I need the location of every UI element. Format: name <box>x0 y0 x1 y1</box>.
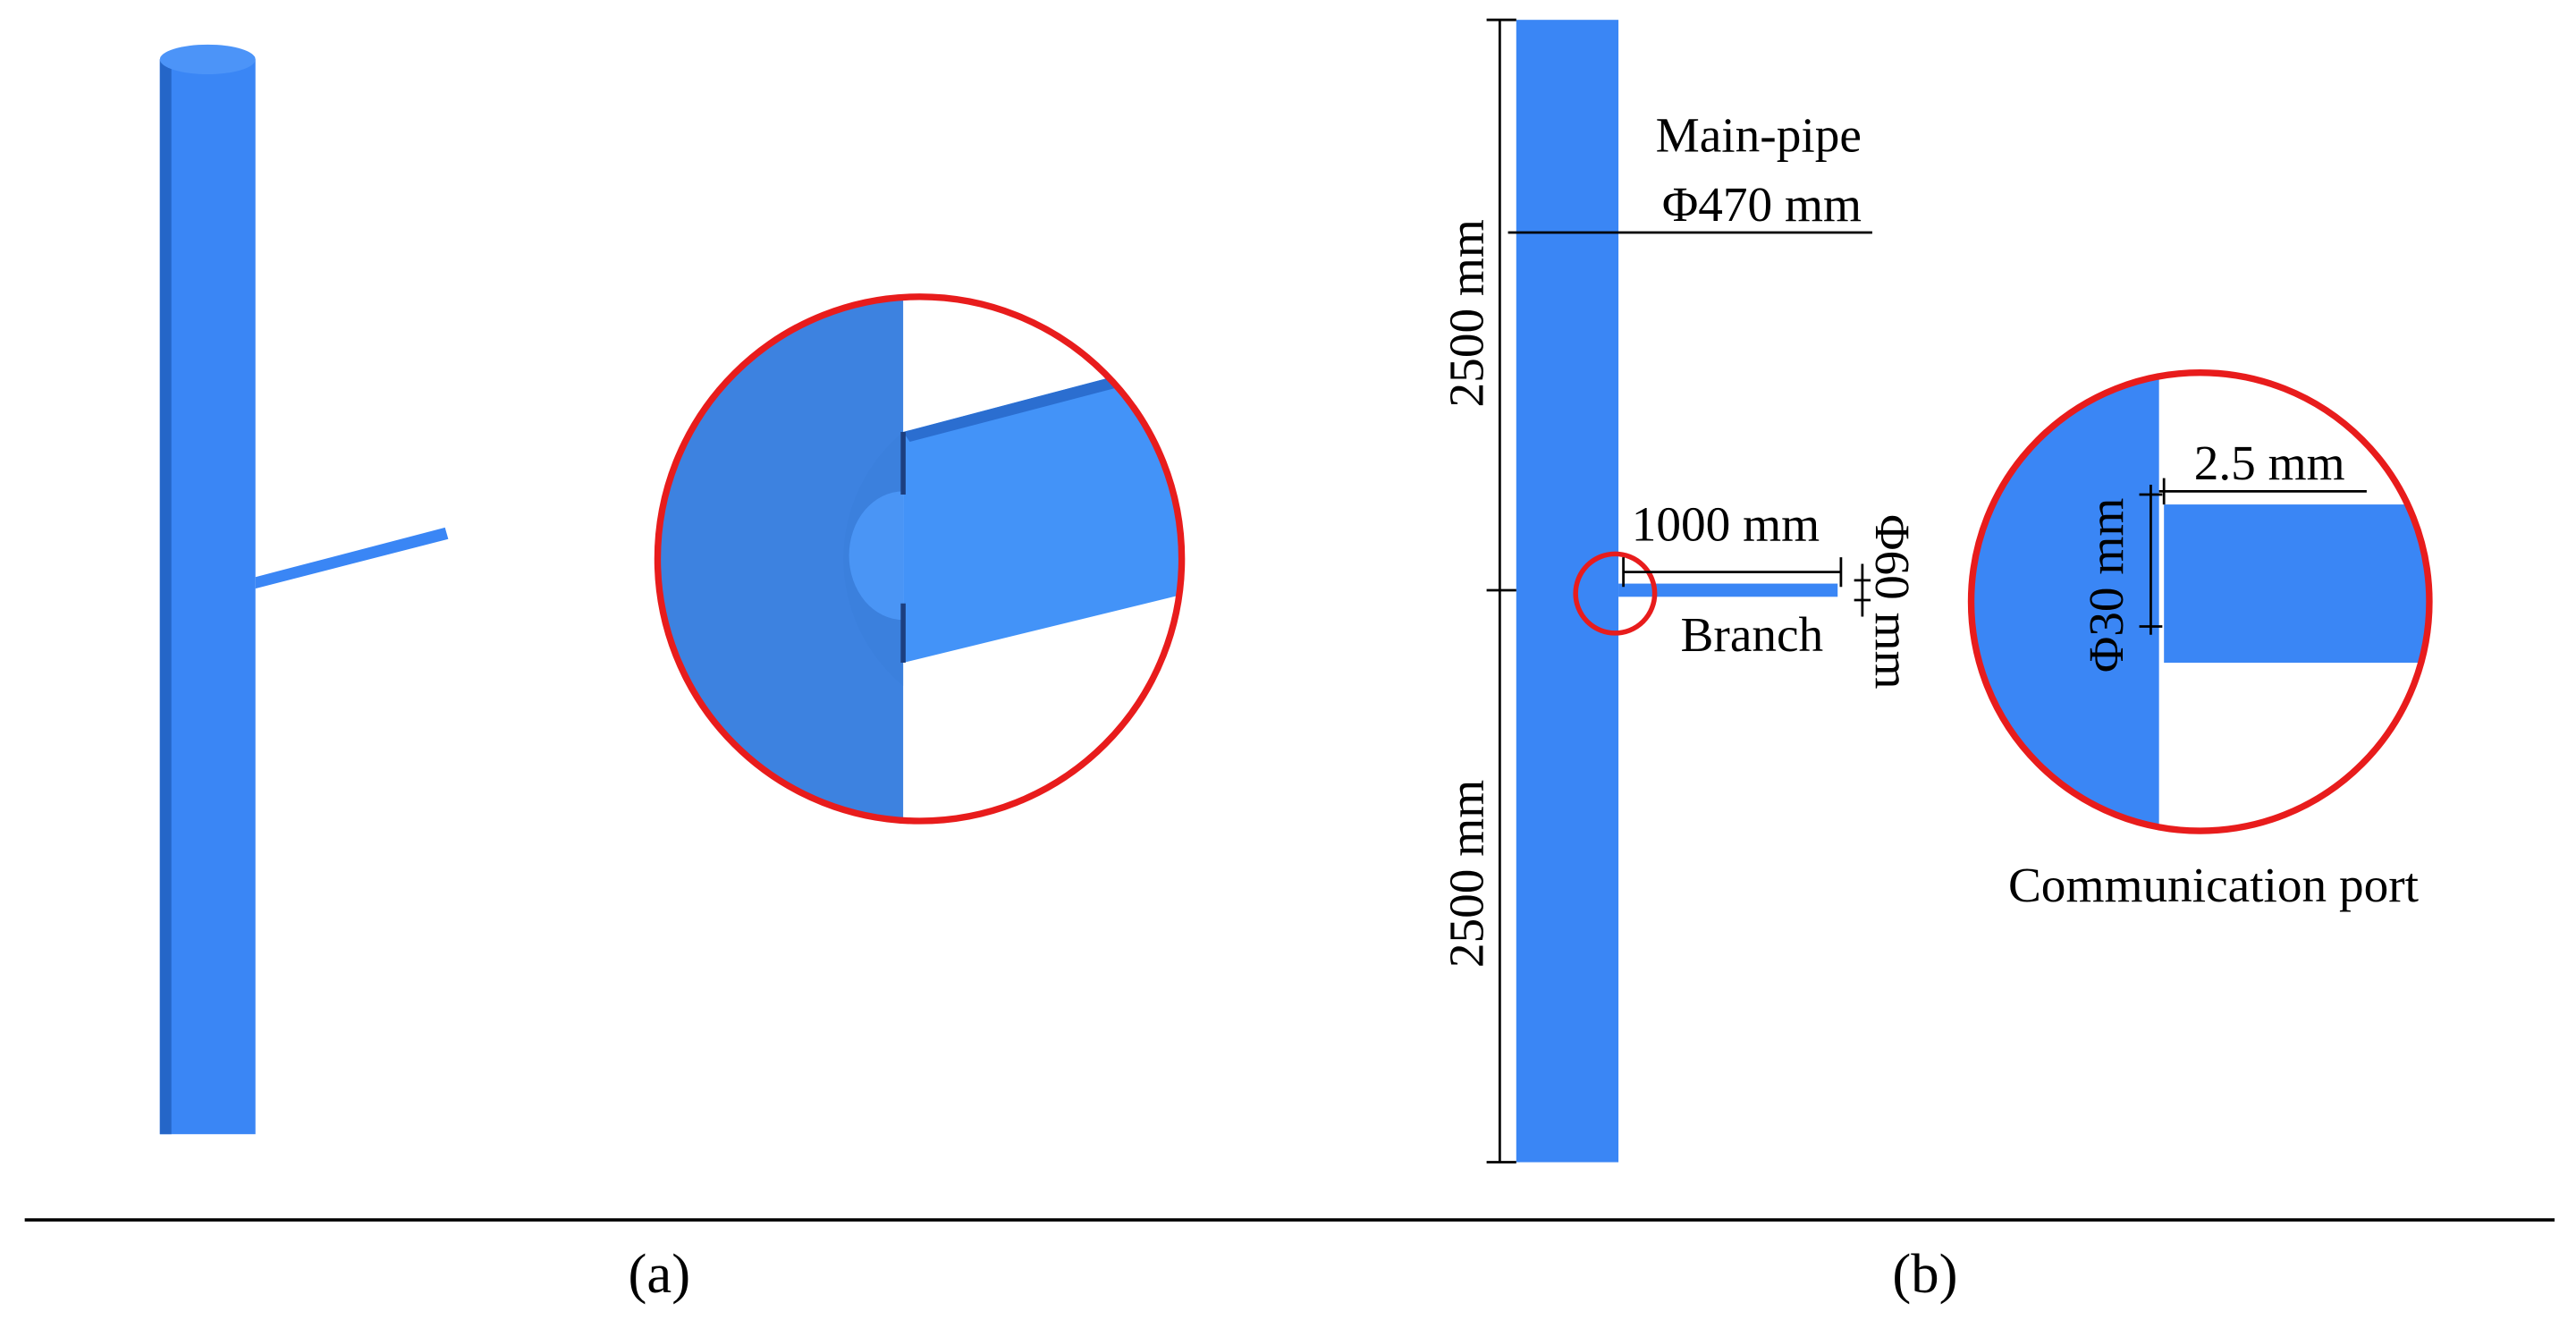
label: 1000 mm <box>1632 496 1820 551</box>
zoom-circle <box>654 293 1186 825</box>
dimension-lines <box>1486 18 1872 1164</box>
label: Branch <box>1681 607 1824 662</box>
label: 2.5 mm <box>2194 436 2345 490</box>
label: Φ30 mm <box>2079 498 2133 673</box>
label: Main-pipe <box>1656 107 1862 162</box>
port-marker <box>1573 551 1658 636</box>
main-pipe-3d <box>159 59 256 1135</box>
label: 2500 mm <box>1440 780 1494 968</box>
label: 2500 mm <box>1440 219 1494 407</box>
port-dimension-lines <box>2139 478 2367 635</box>
pipe-top <box>159 44 256 75</box>
label: Φ60 mm <box>1865 514 1920 690</box>
panel-b: Main-pipe Φ470 mm 2500 mm 2500 mm 1000 m… <box>1440 18 2433 1164</box>
label: Communication port <box>2008 858 2420 912</box>
label: Φ470 mm <box>1662 177 1862 232</box>
zoom-b <box>1972 374 2428 830</box>
caption: (a) <box>629 1242 691 1305</box>
branch-3d <box>255 527 449 589</box>
zoom-circle <box>1967 368 2433 834</box>
caption: (b) <box>1892 1242 1957 1305</box>
main-pipe <box>1516 20 1619 1163</box>
panel-a <box>159 44 1186 1135</box>
zoom-a <box>659 298 1180 820</box>
pipe-shade <box>159 59 172 1135</box>
branch-pipe <box>1618 583 1838 597</box>
